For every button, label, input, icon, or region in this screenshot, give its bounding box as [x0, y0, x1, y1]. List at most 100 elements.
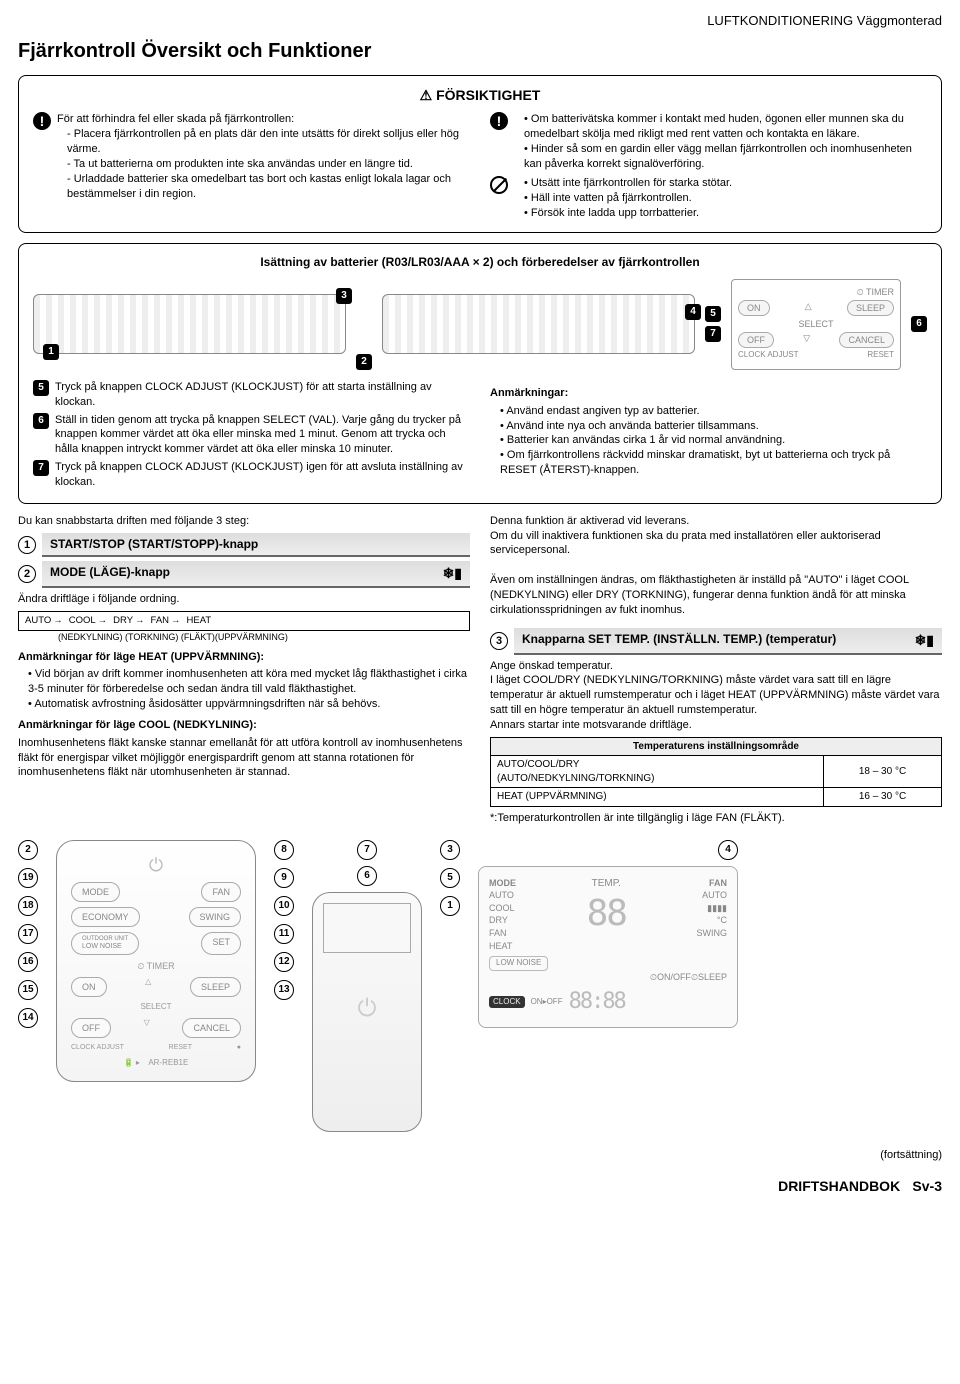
- warn-icon: !: [33, 112, 51, 130]
- step-num-3: 3: [490, 632, 508, 650]
- caution-left-intro: För att förhindra fel eller skada på fjä…: [57, 112, 470, 127]
- timer-label: TIMER: [866, 287, 894, 297]
- callout-4: 4: [718, 840, 738, 860]
- temp-table-h: Temperaturens inställningsområde: [491, 737, 942, 756]
- remote-sketch: [33, 294, 346, 354]
- slim-lcd: [323, 903, 411, 953]
- caution-prohibit-item: Häll inte vatten på fjärrkontrollen.: [524, 191, 927, 206]
- remote-sketch: [382, 294, 695, 354]
- swing-button[interactable]: SWING: [189, 907, 242, 927]
- sleep-button[interactable]: SLEEP: [190, 977, 241, 997]
- mode-button[interactable]: MODE: [71, 882, 120, 902]
- lcd-fan: FAN: [489, 928, 507, 938]
- step3-title: Knapparna SET TEMP. (INSTÄLLN. TEMP.) (t…: [514, 628, 942, 655]
- page-title: Fjärrkontroll Översikt och Funktioner: [18, 38, 942, 65]
- cancel-pill: CANCEL: [839, 332, 894, 348]
- lcd-fan-label: FAN: [709, 878, 727, 888]
- battery-step-7: Tryck på knappen CLOCK ADJUST (KLOCKJUST…: [55, 460, 470, 490]
- step-marker-6: 6: [911, 316, 927, 332]
- remote-full: ⏻ MODEFAN ECONOMYSWING OUTDOOR UNITLOW N…: [56, 840, 256, 1082]
- economy-button[interactable]: ECONOMY: [71, 907, 140, 927]
- callout-18: 18: [18, 896, 38, 916]
- temp-footnote: *:Temperaturkontrollen är inte tillgängl…: [490, 811, 942, 826]
- mode-cool: COOL: [69, 615, 109, 628]
- mode-sub: (NEDKYLNING) (TORKNING) (FLÄKT)(UPPVÄRMN…: [18, 631, 470, 643]
- battery-heading: Isättning av batterier (R03/LR03/AAA × 2…: [33, 254, 927, 270]
- caution-box: FÖRSIKTIGHET ! För att förhindra fel ell…: [18, 75, 942, 234]
- on-button[interactable]: ON: [71, 977, 107, 997]
- model-label: AR-REB1E: [148, 1058, 188, 1067]
- caution-left-item: Ta ut batterierna om produkten inte ska …: [67, 157, 470, 172]
- footer-handbook: DRIFTSHANDBOK: [778, 1178, 900, 1194]
- caution-right-item: Om batterivätska kommer i kontakt med hu…: [524, 112, 927, 142]
- battery-step-6: Ställ in tiden genom att trycka på knapp…: [55, 413, 470, 458]
- battery-note: Använd endast angiven typ av batterier.: [500, 404, 927, 419]
- battery-box: Isättning av batterier (R03/LR03/AAA × 2…: [18, 243, 942, 503]
- step-marker-6b: 6: [33, 413, 49, 429]
- lcd-dry: DRY: [489, 915, 508, 925]
- lcd-off: OFF: [547, 997, 563, 1006]
- battery-note: Använd inte nya och använda batterier ti…: [500, 419, 927, 434]
- set-button[interactable]: SET: [201, 932, 241, 954]
- off-button[interactable]: OFF: [71, 1018, 111, 1038]
- mode-heat: HEAT: [187, 615, 212, 628]
- sleep-pill: SLEEP: [847, 300, 894, 316]
- lownoise-button[interactable]: OUTDOOR UNITLOW NOISE: [71, 932, 139, 954]
- battery-step-5: Tryck på knappen CLOCK ADJUST (KLOCKJUST…: [55, 380, 470, 410]
- continuation-note: (fortsättning): [18, 1148, 942, 1163]
- cancel-button[interactable]: CANCEL: [182, 1018, 241, 1038]
- cool-h: Anmärkningar för läge COOL (NEDKYLNING):: [18, 718, 470, 733]
- heat-item: Vid början av drift kommer inomhusenhete…: [28, 667, 470, 697]
- timer-panel: ⏲ TIMER ON△SLEEP SELECT OFF▽CANCEL CLOCK…: [731, 279, 901, 370]
- battery-note: Om fjärrkontrollens räckvidd minskar dra…: [500, 448, 927, 478]
- callout-11: 11: [274, 924, 294, 944]
- callout-2: 2: [18, 840, 38, 860]
- caution-left-item: Placera fjärrkontrollen på en plats där …: [67, 127, 470, 157]
- step1-title: START/STOP (START/STOPP)-knapp: [42, 533, 470, 557]
- callout-16: 16: [18, 952, 38, 972]
- remote-diagram: 2 19 18 17 16 15 14 ⏻ MODEFAN ECONOMYSWI…: [18, 840, 942, 1132]
- callout-9: 9: [274, 868, 294, 888]
- lcd-swing: SWING: [696, 928, 727, 938]
- lcd-seg-temp: 88: [587, 890, 626, 939]
- heat-h: Anmärkningar för läge HEAT (UPPVÄRMNING)…: [18, 650, 470, 665]
- lcd-temp: TEMP.: [587, 877, 626, 891]
- lcd-onoff: ON/OFF: [657, 972, 691, 982]
- reset-label: RESET: [169, 1043, 192, 1052]
- timer-label: TIMER: [147, 961, 175, 971]
- battery-diagram: 1 3 2 4 5 7 ⏲ TIMER ON△SLEEP SELECT OFF▽…: [33, 279, 927, 370]
- step-marker-7: 7: [705, 326, 721, 342]
- callout-10: 10: [274, 896, 294, 916]
- lcd-clock-badge: CLOCK: [489, 996, 525, 1009]
- cool-body: Inomhusenhetens fläkt kanske stannar eme…: [18, 736, 470, 781]
- temp-table: Temperaturens inställningsområde AUTO/CO…: [490, 737, 942, 807]
- fan-button[interactable]: FAN: [201, 882, 241, 902]
- battery-notes-h: Anmärkningar:: [490, 386, 927, 401]
- temp-row-val: 18 – 30 °C: [824, 756, 942, 788]
- prohibit-icon: [490, 176, 508, 194]
- step-num-2: 2: [18, 565, 36, 583]
- step-marker-5b: 5: [33, 380, 49, 396]
- callout-8: 8: [274, 840, 294, 860]
- snow-icon: ❄▮: [443, 564, 462, 583]
- lcd-display: MODE AUTO COOL DRY FAN HEAT TEMP. 88 FAN…: [478, 866, 738, 1028]
- lcd-lownoise: LOW NOISE: [489, 956, 548, 971]
- callout-7: 7: [357, 840, 377, 860]
- step-marker-5: 5: [705, 306, 721, 322]
- lcd-heat: HEAT: [489, 941, 512, 951]
- footer-page: Sv-3: [912, 1178, 942, 1194]
- quick-intro: Du kan snabbstarta driften med följande …: [18, 514, 470, 529]
- mode-dry: DRY: [113, 615, 146, 628]
- callout-14: 14: [18, 1008, 38, 1028]
- temp-row-label: AUTO/COOL/DRY (AUTO/NEDKYLNING/TORKNING): [491, 756, 824, 788]
- lcd-fan-auto: AUTO: [702, 890, 727, 900]
- clock-adjust-label: CLOCK ADJUST: [738, 350, 798, 361]
- step-marker-4: 4: [685, 304, 701, 320]
- remote-slim: ⏻: [312, 892, 422, 1132]
- warn-icon: !: [490, 112, 508, 130]
- lcd-sleep: SLEEP: [698, 972, 727, 982]
- step-marker-7b: 7: [33, 460, 49, 476]
- step-num-1: 1: [18, 536, 36, 554]
- right-para-1: Denna funktion är aktiverad vid leverans…: [490, 514, 942, 559]
- caution-heading: FÖRSIKTIGHET: [33, 86, 927, 105]
